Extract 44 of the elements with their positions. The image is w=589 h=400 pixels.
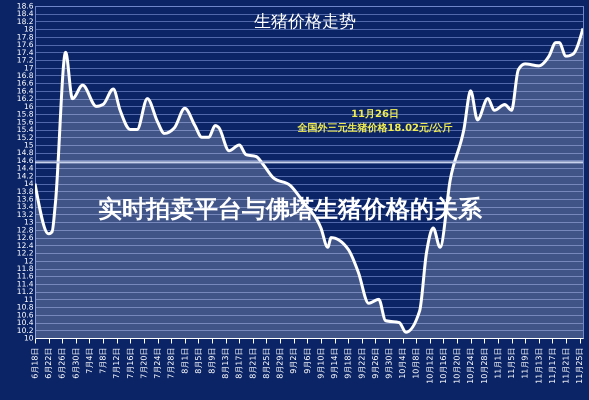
x-tick-label: 9月30日 [384, 348, 394, 379]
x-tick-label: 9月22日 [357, 348, 366, 379]
x-tick-label: 9月14日 [330, 348, 340, 379]
x-tick-label: 11月25日 [575, 348, 584, 384]
x-tick-label: 10月8日 [412, 348, 421, 379]
x-tick-label: 9月10日 [316, 348, 326, 379]
x-tick-label: 7月4日 [84, 348, 94, 374]
x-tick-label: 6月18日 [30, 348, 40, 379]
x-tick-label: 10月28日 [480, 348, 489, 384]
x-tick-label: 6月22日 [44, 348, 54, 379]
x-tick-label: 10月16日 [438, 348, 448, 384]
annotation: 11月26日 [351, 109, 399, 120]
x-tick-label: 10月12日 [425, 348, 434, 384]
x-tick-label: 10月20日 [452, 348, 462, 384]
x-tick-label: 10月4日 [398, 348, 408, 379]
x-tick-label: 11月21日 [561, 348, 570, 384]
annotation: 全国外三元生猪价格18.02元/公斤 [296, 122, 453, 134]
x-tick-label: 6月30日 [71, 348, 80, 379]
x-tick-label: 8月5日 [194, 348, 203, 374]
x-tick-label: 9月26日 [370, 348, 380, 379]
x-tick-label: 7月28日 [166, 348, 176, 379]
x-tick-label: 8月21日 [248, 348, 258, 379]
x-tick-label: 9月18日 [344, 348, 353, 379]
x-tick-label: 7月8日 [98, 348, 108, 374]
x-tick-label: 11月17日 [548, 348, 557, 384]
x-tick-label: 8月29日 [276, 348, 285, 379]
x-tick-label: 8月25日 [262, 348, 271, 379]
x-tick-label: 11月5日 [507, 348, 516, 379]
x-tick-label: 10月24日 [466, 348, 476, 384]
x-tick-label: 8月13日 [221, 348, 230, 379]
x-tick-label: 11月1日 [493, 348, 502, 379]
x-tick-label: 7月20日 [139, 348, 148, 379]
x-tick-label: 7月12日 [112, 348, 122, 379]
x-tick-label: 7月16日 [126, 348, 135, 379]
x-tick-label: 6月26日 [58, 348, 67, 379]
x-tick-label: 9月2日 [289, 348, 298, 374]
chart-title: 生猪价格走势 [254, 12, 356, 32]
x-tick-label: 8月9日 [207, 348, 216, 374]
x-tick-label: 11月13日 [534, 348, 544, 384]
x-tick-label: 8月1日 [180, 348, 190, 374]
x-tick-label: 11月9日 [520, 348, 530, 379]
x-tick-label: 7月24日 [153, 348, 162, 379]
x-tick-label: 9月6日 [302, 348, 312, 374]
x-tick-label: 8月17日 [234, 348, 244, 379]
